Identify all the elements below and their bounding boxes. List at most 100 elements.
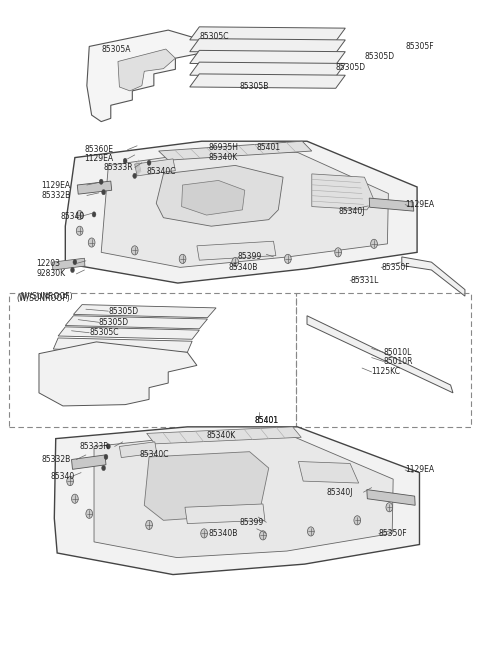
Polygon shape — [190, 27, 345, 41]
Text: 85333R: 85333R — [104, 163, 133, 172]
Polygon shape — [190, 50, 345, 65]
Polygon shape — [53, 338, 192, 352]
Text: 92830K: 92830K — [36, 269, 66, 278]
Polygon shape — [190, 74, 345, 88]
Text: 85305D: 85305D — [108, 307, 139, 316]
Text: 85305A: 85305A — [101, 45, 131, 54]
Circle shape — [354, 515, 360, 525]
Circle shape — [308, 527, 314, 536]
Bar — [297, 293, 471, 427]
Text: 85340C: 85340C — [140, 451, 169, 459]
Polygon shape — [52, 258, 85, 270]
Text: 85340B: 85340B — [209, 529, 238, 538]
Circle shape — [67, 477, 73, 485]
Circle shape — [76, 226, 83, 235]
Text: (W/SUNROOF): (W/SUNROOF) — [20, 291, 73, 301]
Polygon shape — [190, 62, 345, 77]
Text: 85340: 85340 — [51, 472, 75, 481]
Text: 85010L: 85010L — [384, 348, 412, 357]
Text: 85305B: 85305B — [240, 82, 269, 91]
Text: 85399: 85399 — [240, 517, 264, 527]
Polygon shape — [299, 462, 359, 483]
Circle shape — [146, 520, 153, 529]
Text: 1129EA: 1129EA — [405, 466, 434, 474]
Text: 1129EA: 1129EA — [84, 155, 114, 163]
Circle shape — [179, 254, 186, 263]
Polygon shape — [307, 316, 453, 393]
Text: 1129EA: 1129EA — [405, 200, 434, 209]
Circle shape — [107, 444, 110, 449]
Circle shape — [133, 174, 137, 178]
Text: 85340K: 85340K — [206, 431, 236, 440]
Text: 85332B: 85332B — [41, 191, 71, 200]
Circle shape — [76, 210, 83, 219]
Circle shape — [104, 455, 108, 460]
Text: 85305D: 85305D — [336, 63, 366, 72]
Polygon shape — [158, 141, 312, 160]
Text: 86935H: 86935H — [209, 143, 239, 152]
Polygon shape — [87, 30, 202, 122]
Circle shape — [102, 189, 106, 195]
Text: 85305F: 85305F — [405, 42, 434, 51]
Circle shape — [72, 494, 78, 503]
Circle shape — [86, 509, 93, 518]
Text: 85333R: 85333R — [80, 442, 109, 451]
Text: 85340K: 85340K — [209, 153, 238, 162]
Polygon shape — [144, 452, 269, 520]
Text: 85010R: 85010R — [384, 357, 413, 366]
Bar — [9, 293, 297, 427]
Polygon shape — [147, 427, 301, 444]
Text: 85331L: 85331L — [350, 276, 378, 285]
Polygon shape — [72, 455, 106, 470]
Circle shape — [102, 466, 106, 471]
Circle shape — [285, 254, 291, 263]
Polygon shape — [156, 166, 283, 226]
Circle shape — [123, 159, 127, 164]
Text: 85399: 85399 — [238, 252, 262, 261]
Text: 85401: 85401 — [257, 143, 281, 152]
Circle shape — [99, 179, 103, 184]
Circle shape — [260, 531, 266, 540]
Circle shape — [88, 238, 95, 247]
Polygon shape — [120, 442, 157, 458]
Circle shape — [386, 502, 393, 512]
Text: 85340: 85340 — [60, 212, 85, 221]
Polygon shape — [312, 174, 374, 210]
Polygon shape — [77, 181, 112, 194]
Text: 12203: 12203 — [36, 259, 60, 268]
Text: (W/SUNROOF): (W/SUNROOF) — [16, 293, 70, 303]
Polygon shape — [73, 305, 216, 318]
Polygon shape — [54, 427, 420, 574]
Text: 85305D: 85305D — [364, 52, 395, 61]
Text: 1129EA: 1129EA — [41, 181, 71, 189]
Text: 85305C: 85305C — [199, 32, 229, 41]
Circle shape — [371, 239, 377, 248]
Text: 85340J: 85340J — [326, 488, 353, 496]
Polygon shape — [65, 141, 417, 283]
Circle shape — [92, 212, 96, 217]
Circle shape — [232, 257, 239, 267]
Polygon shape — [181, 180, 245, 215]
Text: 85401: 85401 — [254, 416, 278, 425]
Circle shape — [147, 160, 151, 166]
Polygon shape — [367, 489, 415, 505]
Circle shape — [71, 267, 74, 272]
Circle shape — [132, 246, 138, 255]
Polygon shape — [402, 257, 465, 296]
Polygon shape — [135, 159, 175, 176]
Polygon shape — [58, 327, 199, 339]
Circle shape — [335, 248, 341, 257]
Circle shape — [201, 529, 207, 538]
Text: 85305C: 85305C — [89, 328, 119, 337]
Text: 85332B: 85332B — [41, 455, 71, 464]
Text: 85350F: 85350F — [379, 529, 408, 538]
Polygon shape — [185, 504, 265, 523]
Polygon shape — [190, 39, 345, 53]
Polygon shape — [39, 342, 197, 406]
Text: 85340J: 85340J — [338, 207, 365, 215]
Text: 85350F: 85350F — [381, 263, 410, 272]
Text: 1125KC: 1125KC — [372, 367, 401, 377]
Polygon shape — [197, 241, 276, 260]
Text: 85340C: 85340C — [147, 168, 176, 176]
Circle shape — [73, 259, 77, 265]
